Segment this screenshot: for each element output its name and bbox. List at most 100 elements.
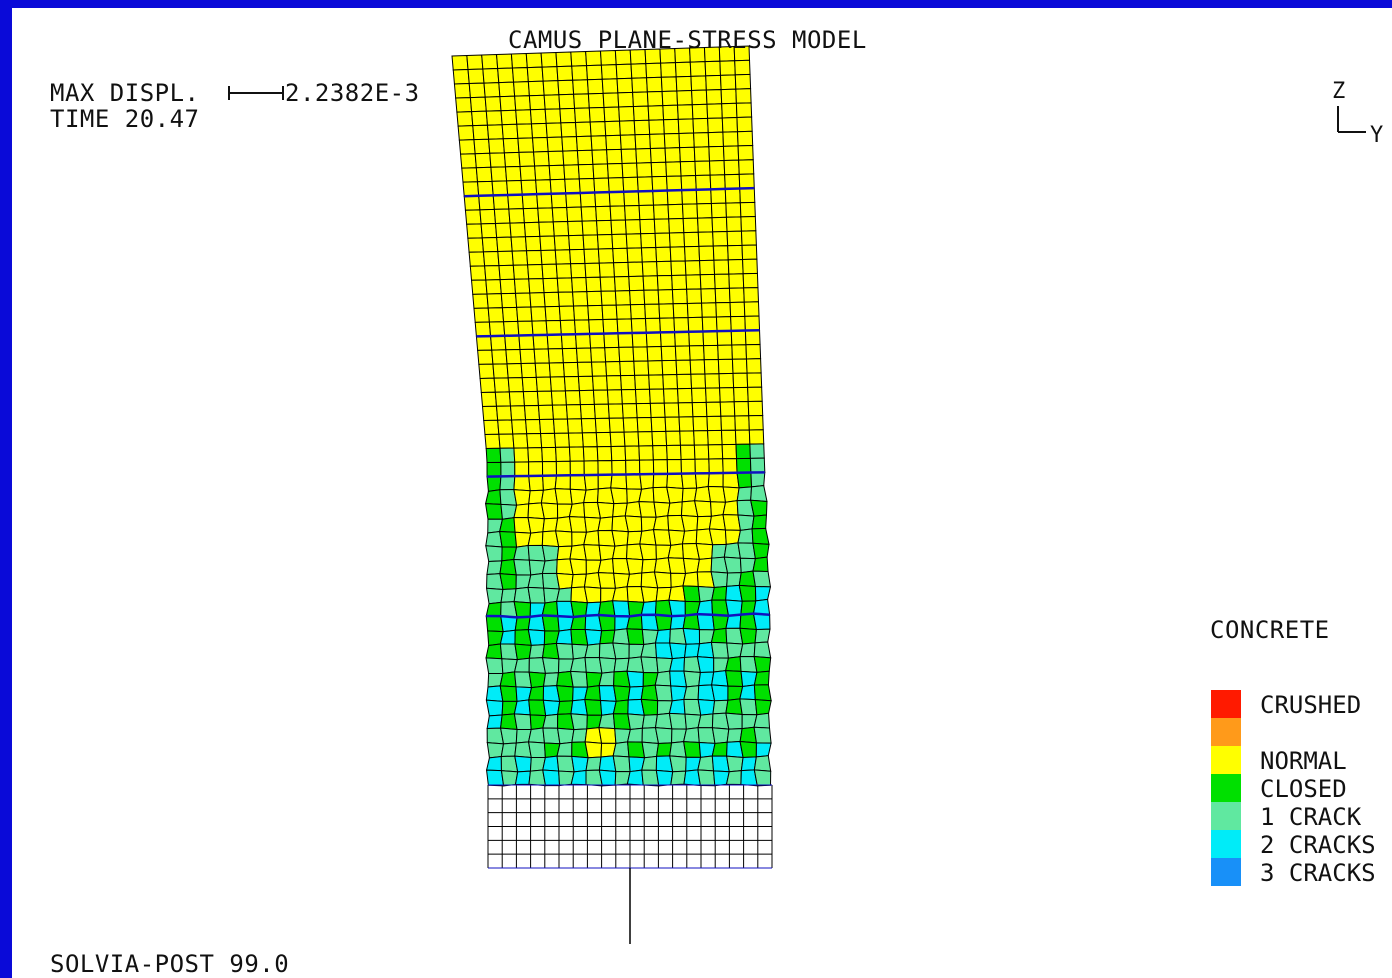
- mesh-element: [460, 153, 477, 169]
- mesh-element: [485, 110, 503, 126]
- mesh-element: [710, 188, 727, 205]
- mesh-element: [613, 261, 630, 278]
- mesh-element: [725, 216, 742, 233]
- mesh-element: [555, 51, 573, 68]
- mesh-element: [652, 204, 670, 220]
- mesh-element: [707, 117, 724, 134]
- mesh-element: [707, 472, 724, 488]
- mesh-element: [526, 433, 543, 449]
- mesh-element: [484, 96, 502, 112]
- mesh-element: [745, 343, 762, 360]
- mesh-element: [691, 401, 708, 418]
- mesh-element: [484, 489, 502, 505]
- mesh-element: [504, 165, 522, 182]
- mesh-element: [707, 131, 724, 148]
- mesh-element: [492, 363, 509, 379]
- mesh-element: [590, 135, 608, 151]
- mesh-element: [729, 301, 746, 318]
- mesh-element: [683, 231, 700, 248]
- mesh-element: [589, 333, 606, 349]
- mesh-element: [528, 644, 545, 659]
- mesh-element: [548, 362, 565, 378]
- mesh-element: [689, 359, 706, 375]
- mesh-element: [611, 544, 628, 560]
- mesh-element: [511, 67, 529, 83]
- mesh-element: [706, 415, 723, 432]
- mesh-element: [608, 191, 626, 207]
- mesh-element: [677, 104, 694, 120]
- mesh-element: [645, 62, 662, 79]
- mesh-element: [667, 557, 687, 575]
- mesh-element: [464, 209, 482, 225]
- mesh-element: [612, 755, 631, 773]
- mesh-element: [573, 305, 590, 321]
- mesh-element: [630, 318, 647, 334]
- mesh-element: [737, 130, 754, 147]
- mesh-element: [486, 124, 504, 140]
- mesh-element: [693, 430, 709, 446]
- mesh-element: [721, 443, 738, 460]
- mesh-element: [564, 178, 581, 194]
- mesh-element: [680, 472, 698, 490]
- mesh-element: [468, 82, 486, 99]
- mesh-element: [496, 236, 513, 253]
- mesh-element: [560, 121, 577, 138]
- mesh-element: [682, 585, 701, 603]
- mesh-element: [653, 218, 670, 234]
- mesh-element: [655, 246, 672, 263]
- mesh-element: [470, 279, 488, 295]
- mesh-element: [623, 431, 640, 447]
- mesh-element: [668, 712, 687, 730]
- mesh-element: [480, 391, 498, 407]
- mesh-element: [480, 222, 498, 239]
- mesh-element: [645, 331, 662, 348]
- mesh-element: [683, 670, 701, 688]
- mesh-element: [718, 372, 735, 389]
- mesh-element: [514, 95, 531, 111]
- mesh-element: [750, 471, 766, 488]
- mesh-element: [500, 742, 517, 758]
- mesh-element: [607, 177, 625, 193]
- mesh-element: [497, 67, 515, 84]
- mesh-element: [631, 332, 648, 348]
- mesh-element: [558, 93, 576, 110]
- mesh-element: [611, 233, 628, 250]
- mesh-element: [541, 657, 560, 674]
- mesh-element: [569, 460, 585, 476]
- mesh-element: [527, 531, 544, 547]
- legend-label-crushed: CRUSHED: [1260, 691, 1362, 719]
- mesh-element: [666, 189, 683, 206]
- mesh-element: [547, 348, 564, 364]
- legend-label-2-cracks: 2 CRACKS: [1260, 831, 1376, 859]
- mesh-element: [528, 685, 545, 701]
- mesh-element: [521, 193, 539, 210]
- mesh-element: [630, 63, 648, 79]
- mesh-element: [622, 417, 639, 433]
- mesh-element: [614, 290, 631, 306]
- mesh-element: [452, 69, 470, 85]
- mesh-element: [579, 403, 596, 420]
- mesh-element: [598, 769, 617, 787]
- mesh-element: [481, 405, 499, 422]
- mesh-element: [556, 277, 574, 293]
- mesh-element: [574, 333, 592, 349]
- mesh-element: [488, 138, 505, 154]
- mesh-element: [481, 236, 499, 253]
- mesh-element: [652, 190, 669, 206]
- mesh-element: [687, 316, 704, 333]
- mesh-element: [557, 79, 575, 96]
- mesh-element: [605, 134, 622, 151]
- mesh-element: [598, 727, 617, 744]
- mesh-element: [568, 502, 586, 518]
- mesh-element: [725, 670, 744, 687]
- mesh-element: [648, 374, 665, 390]
- mesh-element: [558, 305, 576, 321]
- mesh-element: [502, 137, 520, 154]
- mesh-element: [538, 221, 555, 237]
- mesh-element: [486, 714, 503, 730]
- mesh-element: [482, 251, 500, 267]
- mesh-element: [580, 417, 597, 434]
- mesh-element: [752, 542, 770, 560]
- mesh-element: [565, 192, 582, 208]
- mesh-element: [731, 344, 748, 360]
